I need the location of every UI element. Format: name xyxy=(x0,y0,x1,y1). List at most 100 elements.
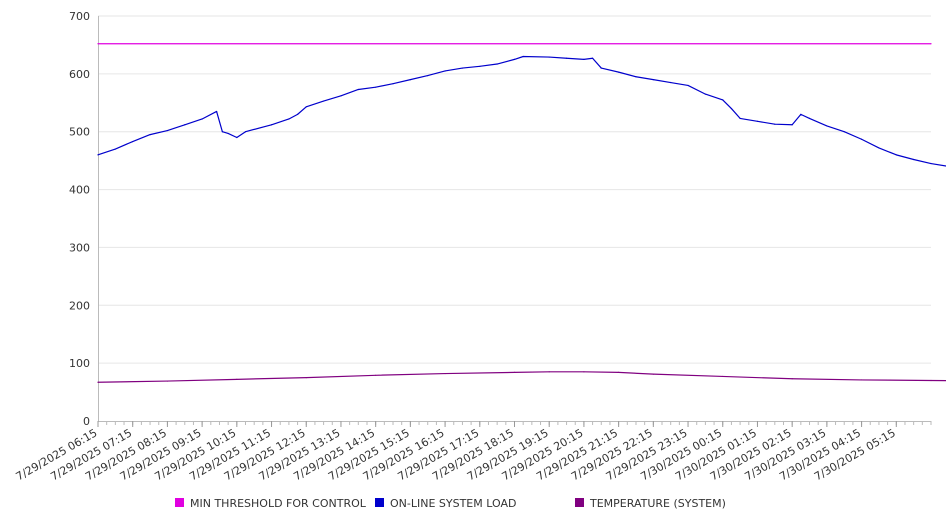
data-point xyxy=(221,131,223,133)
data-point xyxy=(244,131,247,133)
legend-swatch xyxy=(175,498,184,507)
data-point xyxy=(730,107,733,110)
data-point xyxy=(618,371,620,373)
data-point xyxy=(756,120,759,122)
data-point xyxy=(236,378,238,380)
y-tick-label: 400 xyxy=(69,184,90,197)
series-lines xyxy=(97,43,946,383)
data-point xyxy=(166,380,169,382)
data-point xyxy=(305,377,307,379)
data-point xyxy=(670,81,672,84)
data-point xyxy=(860,379,863,381)
data-point xyxy=(722,375,724,378)
data-point xyxy=(97,381,99,383)
data-point xyxy=(97,43,99,45)
data-point xyxy=(305,106,307,108)
data-point xyxy=(930,43,932,45)
data-point xyxy=(618,71,620,73)
legend-item: TEMPERATURE (SYSTEM) xyxy=(575,497,726,510)
legend-item: ON-LINE SYSTEM LOAD xyxy=(375,497,516,510)
data-point xyxy=(930,379,932,382)
data-point xyxy=(461,67,464,69)
data-point xyxy=(591,57,594,59)
data-point xyxy=(132,140,134,143)
data-point xyxy=(739,117,741,120)
grid-lines xyxy=(98,15,931,364)
y-tick-label: 500 xyxy=(69,126,90,139)
y-tick-label: 300 xyxy=(69,241,90,254)
legend: MIN THRESHOLD FOR CONTROL ON-LINE SYSTEM … xyxy=(175,497,726,510)
data-point xyxy=(800,113,802,115)
data-point xyxy=(166,129,169,132)
data-point xyxy=(774,123,776,125)
data-point xyxy=(791,378,793,380)
data-point xyxy=(149,134,151,136)
data-point xyxy=(201,118,203,120)
data-point xyxy=(652,79,654,81)
legend-label: TEMPERATURE (SYSTEM) xyxy=(589,497,726,510)
data-point xyxy=(114,148,116,150)
data-point xyxy=(513,371,516,373)
y-tick-label: 700 xyxy=(69,10,90,23)
data-point xyxy=(227,132,229,135)
y-tick-label: 0 xyxy=(83,415,90,428)
legend-swatch xyxy=(575,498,584,507)
legend-label: MIN THRESHOLD FOR CONTROL xyxy=(190,497,367,510)
data-point xyxy=(409,79,411,81)
data-point xyxy=(296,113,299,115)
data-point xyxy=(583,58,585,60)
legend-label: ON-LINE SYSTEM LOAD xyxy=(390,497,516,510)
series-line xyxy=(97,55,946,167)
data-point xyxy=(340,95,342,97)
data-point xyxy=(215,110,218,113)
data-point xyxy=(522,55,524,58)
data-point xyxy=(236,136,238,139)
y-tick-label: 600 xyxy=(69,68,90,81)
data-point xyxy=(791,124,793,126)
data-point xyxy=(548,56,550,58)
data-point xyxy=(444,70,446,72)
data-point xyxy=(97,154,99,156)
data-point xyxy=(270,124,273,126)
data-point xyxy=(357,88,359,91)
data-point xyxy=(565,57,568,59)
data-point xyxy=(496,63,498,65)
data-point xyxy=(427,74,429,77)
series-1 xyxy=(97,43,932,45)
data-point xyxy=(913,158,915,161)
data-point xyxy=(548,371,550,373)
y-axis: 0 100 200 300 400 500 600 700 xyxy=(69,10,99,428)
x-axis: 7/29/2025 06:157/29/2025 07:157/29/2025 … xyxy=(14,421,932,483)
data-point xyxy=(704,93,706,95)
data-point xyxy=(323,100,325,102)
y-tick-label: 100 xyxy=(69,357,90,370)
data-point xyxy=(375,86,377,88)
data-point xyxy=(722,99,724,101)
data-point xyxy=(479,65,481,67)
series-3 xyxy=(97,371,946,383)
y-tick-label: 200 xyxy=(69,299,90,312)
data-point xyxy=(583,371,585,373)
data-point xyxy=(444,372,446,375)
data-point xyxy=(184,124,186,126)
series-2 xyxy=(97,55,946,167)
data-point xyxy=(860,138,863,140)
data-point xyxy=(288,118,290,120)
data-point xyxy=(513,58,516,60)
data-point xyxy=(652,373,654,375)
data-point xyxy=(635,76,637,78)
data-point xyxy=(930,162,932,165)
series-line xyxy=(97,371,946,383)
data-point xyxy=(375,374,377,376)
data-point xyxy=(687,84,689,87)
data-point xyxy=(878,147,880,149)
data-point xyxy=(843,131,845,133)
legend-item: MIN THRESHOLD FOR CONTROL xyxy=(175,497,367,510)
legend-swatch xyxy=(375,498,384,507)
data-point xyxy=(600,67,602,69)
data-point xyxy=(808,117,811,120)
data-point xyxy=(895,154,897,156)
data-point xyxy=(392,83,394,85)
data-point xyxy=(826,125,828,127)
